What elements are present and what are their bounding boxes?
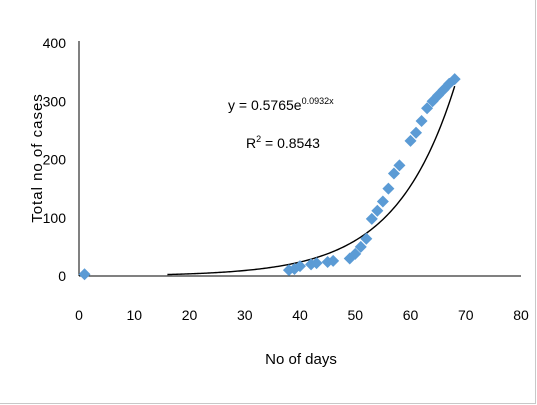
x-tick-label: 0 bbox=[75, 307, 83, 323]
x-tick-label: 30 bbox=[237, 307, 253, 323]
data-point bbox=[393, 159, 406, 172]
trendline-group bbox=[167, 85, 456, 276]
x-axis-title: No of days bbox=[265, 351, 337, 368]
y-tick-label: 100 bbox=[43, 210, 67, 226]
axes bbox=[78, 41, 521, 277]
data-point bbox=[349, 247, 362, 260]
tick-labels: 0 10 20 30 40 50 60 70 80 0 100 200 300 400 bbox=[43, 35, 529, 323]
data-point bbox=[365, 212, 378, 225]
x-tick-label: 10 bbox=[126, 307, 142, 323]
x-tick-label: 50 bbox=[347, 307, 363, 323]
y-tick-label: 200 bbox=[43, 152, 67, 168]
y-tick-label: 400 bbox=[43, 35, 67, 51]
x-tick-label: 70 bbox=[458, 307, 474, 323]
data-point bbox=[294, 260, 306, 273]
data-point bbox=[404, 134, 417, 147]
x-tick-label: 20 bbox=[182, 307, 198, 323]
trendline-equation: y = 0.5765e0.0932x bbox=[228, 96, 334, 113]
data-point bbox=[410, 126, 423, 139]
data-point bbox=[371, 204, 384, 217]
data-point bbox=[310, 257, 323, 270]
data-point bbox=[354, 240, 367, 253]
y-axis-title: Total no of cases bbox=[29, 93, 46, 223]
data-point bbox=[382, 182, 395, 195]
data-point bbox=[360, 232, 373, 245]
data-point bbox=[78, 268, 91, 281]
r-squared-label: R2 = 0.8543 bbox=[246, 134, 320, 151]
data-point bbox=[415, 115, 428, 128]
data-point bbox=[376, 195, 389, 208]
data-point bbox=[327, 254, 340, 267]
data-points bbox=[78, 73, 461, 281]
data-point bbox=[421, 102, 434, 115]
data-point bbox=[387, 167, 400, 180]
x-tick-label: 80 bbox=[513, 307, 529, 323]
x-tick-label: 60 bbox=[403, 307, 419, 323]
data-point bbox=[448, 73, 461, 86]
x-tick-label: 40 bbox=[292, 307, 308, 323]
y-tick-label: 300 bbox=[43, 93, 67, 109]
y-tick-label: 0 bbox=[58, 268, 66, 284]
trendline bbox=[167, 85, 456, 276]
